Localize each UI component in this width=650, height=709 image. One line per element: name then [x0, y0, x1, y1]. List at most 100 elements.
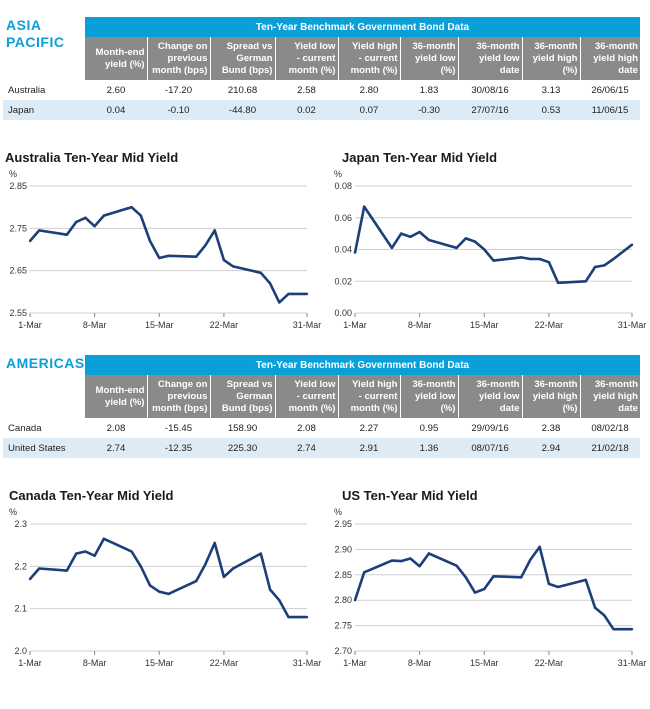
- chart-japan: Japan Ten-Year Mid Yield % 0.08 0.06 0.04 0.…: [325, 148, 650, 338]
- column-header: Spread vs German Bund (bps): [210, 375, 276, 418]
- table-cell: 2.80: [359, 84, 379, 96]
- table-cell: -44.80: [210, 100, 275, 120]
- bond-table-asia-pacific: Ten-Year Benchmark Government Bond Data …: [3, 17, 640, 120]
- data-point: [259, 552, 263, 555]
- x-tick-label: 31-Mar: [618, 320, 647, 330]
- table-cell: 0.95: [419, 422, 439, 434]
- data-point: [418, 230, 421, 234]
- table-header-row: Month-end yield (%) Change on previous mont…: [3, 37, 640, 80]
- country-cell: Canada: [8, 422, 42, 434]
- chart-title: Australia Ten-Year Mid Yield: [5, 150, 179, 165]
- data-point: [483, 248, 486, 251]
- table-cell: -0.10: [147, 100, 210, 120]
- data-point: [455, 246, 458, 250]
- x-tick-label: 22-Mar: [210, 320, 239, 330]
- y-tick-label: 0.06: [334, 213, 352, 223]
- line-chart: % 2.3 2.2 2.1 2.0 1-Mar 8-Mar 15-Mar 22-Mar 31-Ma…: [9, 507, 322, 668]
- table-cell: 21/02/18: [580, 438, 640, 458]
- y-tick-label: 2.80: [334, 595, 352, 605]
- table-title: Ten-Year Benchmark Government Bond Data: [85, 17, 640, 37]
- data-point: [158, 590, 161, 593]
- data-point: [268, 588, 272, 591]
- column-header: 36-month yield low date: [458, 37, 523, 80]
- y-tick-label: 2.1: [14, 604, 27, 614]
- data-point: [520, 576, 523, 579]
- y-tick-label: 2.90: [334, 544, 352, 554]
- column-header: Yield low - current month (%): [275, 37, 339, 80]
- data-point: [538, 545, 541, 549]
- table-title: Ten-Year Benchmark Government Bond Data: [85, 355, 640, 375]
- data-point: [483, 587, 486, 591]
- data-point: [130, 205, 133, 209]
- data-point: [222, 258, 226, 262]
- data-point: [399, 559, 403, 563]
- table-cell: 225.30: [210, 438, 275, 458]
- data-point: [529, 558, 532, 561]
- y-tick-label: 0.08: [334, 181, 352, 191]
- column-header: 36-month yield high (%): [522, 375, 581, 418]
- table-cell: 08/07/16: [458, 438, 522, 458]
- data-point: [409, 557, 412, 560]
- x-tick-label: 31-Mar: [293, 658, 322, 668]
- chart-us: US Ten-Year Mid Yield % 2.95 2.90 2.85 2.80 2…: [325, 486, 650, 676]
- column-header: Change on previous month (bps): [147, 375, 211, 418]
- y-tick-label: 2.85: [334, 570, 352, 580]
- table-cell: -17.20: [164, 84, 193, 96]
- data-point: [556, 281, 560, 285]
- data-point: [305, 615, 309, 619]
- table-row: Canada 2.08 -15.45 158.90 2.08 2.27 0.95…: [3, 418, 640, 438]
- data-point: [195, 255, 198, 258]
- column-header: 36-month yield high date: [580, 37, 640, 80]
- chart-title: US Ten-Year Mid Yield: [342, 488, 478, 503]
- data-point: [148, 239, 152, 243]
- data-point: [630, 627, 634, 631]
- column-header: Yield high - current month (%): [338, 37, 401, 80]
- data-point: [556, 585, 560, 589]
- table-cell: -15.45: [164, 422, 193, 434]
- data-point: [65, 569, 69, 572]
- table-cell: -12.35: [147, 438, 210, 458]
- y-tick-label: 0.04: [334, 245, 352, 255]
- y-tick-label: 2.2: [14, 561, 27, 571]
- x-tick-label: 8-Mar: [83, 320, 107, 330]
- data-point: [204, 563, 207, 566]
- chart-title: Canada Ten-Year Mid Yield: [9, 488, 174, 503]
- table-cell: 2.74: [275, 438, 338, 458]
- data-point: [74, 220, 78, 224]
- data-point: [139, 565, 142, 568]
- table-cell: 2.38: [541, 422, 561, 434]
- region-label-americas: AMERICAS: [6, 355, 85, 372]
- data-point: [603, 614, 606, 617]
- data-point: [231, 265, 235, 268]
- data-point: [409, 235, 412, 238]
- data-point: [612, 627, 615, 631]
- table-cell: 29/09/16: [471, 422, 509, 434]
- data-point: [473, 591, 477, 594]
- data-point: [231, 567, 235, 570]
- column-header: Yield high - current month (%): [338, 375, 401, 418]
- region-label-line1: ASIA: [6, 17, 42, 33]
- table-cell: 3.13: [541, 84, 561, 96]
- y-tick-label: 2.3: [14, 519, 27, 529]
- data-point: [390, 246, 394, 250]
- data-point: [473, 240, 477, 243]
- column-header: Yield low - current month (%): [275, 375, 339, 418]
- table-cell: 2.74: [85, 438, 147, 458]
- data-point: [547, 582, 551, 586]
- series-line: [29, 537, 307, 619]
- data-point: [287, 615, 290, 619]
- line-chart: % 0.08 0.06 0.04 0.02 0.00 1-Mar 8-Mar 15-Mar 22-…: [334, 169, 647, 330]
- region-label-asia-pacific: ASIA PACIFIC: [6, 17, 64, 51]
- data-point: [612, 257, 615, 261]
- table-cell: 27/07/16: [458, 100, 522, 120]
- data-point: [84, 550, 87, 553]
- data-point: [102, 537, 106, 541]
- data-point: [353, 251, 357, 254]
- data-point: [167, 592, 170, 596]
- data-point: [102, 214, 106, 217]
- data-point: [363, 205, 366, 208]
- x-tick-label: 15-Mar: [470, 658, 499, 668]
- column-header: 36-month yield high (%): [522, 37, 581, 80]
- y-tick-label: 2.75: [9, 223, 27, 233]
- data-point: [305, 292, 309, 296]
